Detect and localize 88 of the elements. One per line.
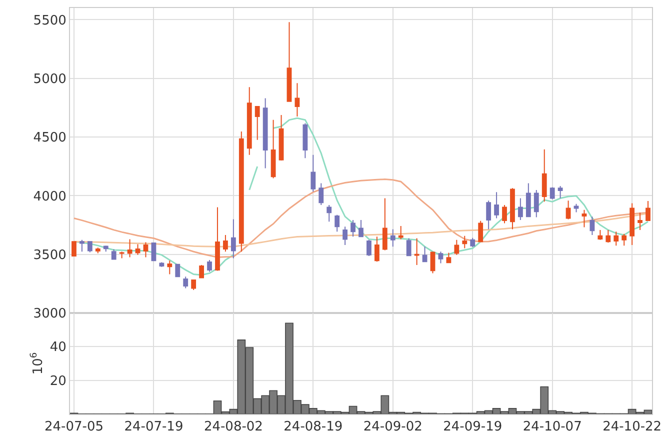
candlestick: [518, 198, 523, 220]
candlestick: [334, 214, 340, 232]
candlestick: [534, 189, 539, 218]
candlestick: [598, 229, 603, 240]
y-tick-label: 40: [50, 340, 66, 356]
candlestick: [246, 86, 252, 156]
candlestick: [454, 239, 460, 256]
candlestick: [462, 235, 468, 249]
candlestick: [183, 276, 188, 289]
candlestick: [630, 202, 635, 246]
x-tick-label: 24-07-19: [124, 420, 184, 435]
candlestick: [414, 238, 420, 266]
candlestick: [350, 219, 356, 238]
candlestick: [72, 240, 76, 256]
candlestick: [406, 238, 412, 256]
candlestick: [318, 182, 324, 206]
y-tick-label: 4500: [33, 130, 66, 146]
x-tick-label: 24-10-22: [602, 420, 662, 435]
candlestick: [270, 119, 276, 179]
y-tick-label: 5500: [33, 13, 66, 28]
candlestick: [111, 248, 116, 260]
candlestick: [207, 259, 212, 272]
candlestick: [374, 236, 380, 262]
x-tick-label: 24-08-02: [204, 420, 263, 435]
candlestick: [590, 216, 595, 236]
candlestick: [167, 260, 172, 275]
candlestick: [430, 251, 436, 274]
candlestick: [302, 122, 308, 159]
candlestick: [191, 280, 196, 291]
candlestick: [606, 229, 611, 244]
candlestick: [87, 240, 92, 253]
candlestick: [103, 245, 108, 252]
candlestick: [135, 244, 140, 256]
candlestick: [438, 251, 444, 264]
x-tick-label: 24-09-02: [363, 420, 422, 435]
candlestick: [326, 204, 332, 222]
candlestick: [286, 22, 292, 102]
candlestick: [310, 154, 316, 192]
candlestick: [502, 204, 507, 224]
candlestick: [215, 206, 220, 272]
candlestick: [614, 231, 619, 246]
candlestick: [278, 114, 284, 161]
candlestick: [646, 200, 650, 222]
candlestick: [127, 238, 132, 258]
y-tick-label: 20: [50, 374, 66, 389]
x-tick-label: 24-07-05: [44, 420, 104, 435]
candlestick: [486, 200, 492, 230]
candlestick: [550, 186, 555, 200]
candlestick: [294, 82, 300, 118]
candlestick: [80, 239, 84, 252]
candlestick: [95, 247, 100, 254]
candlestick: [159, 262, 164, 268]
candlestick: [494, 192, 499, 219]
candlestick: [582, 209, 587, 228]
candlestick: [566, 200, 571, 220]
candlestick: [622, 233, 627, 246]
candlestick: [151, 242, 156, 262]
candlestick: [254, 105, 260, 140]
y-tick-label: 3000: [33, 306, 66, 322]
candlestick: [230, 218, 236, 259]
candlestick: [199, 264, 204, 279]
candlestick: [478, 220, 484, 242]
y-tick-label: 4000: [33, 189, 66, 204]
candlestick: [382, 198, 388, 251]
candlestick: [422, 246, 428, 262]
candlestick: [223, 234, 228, 252]
candlestick: [238, 131, 244, 252]
x-tick-label: 24-10-07: [522, 420, 582, 435]
candlestick: [398, 225, 404, 240]
candlestick: [175, 263, 180, 278]
y-tick-label: 3500: [33, 248, 66, 263]
candlestick: [342, 226, 348, 246]
candlestick: [470, 237, 476, 248]
candlestick: [558, 185, 563, 199]
candlestick: [366, 239, 372, 256]
candlestick: [390, 228, 396, 248]
candlestick: [526, 182, 531, 218]
candlestick: [510, 188, 515, 230]
candlestick: [358, 219, 364, 238]
candlestick: [638, 212, 642, 230]
y-tick-label: 5000: [33, 72, 66, 87]
candlestick: [262, 98, 268, 169]
candlestick: [542, 148, 547, 202]
x-tick-label: 24-09-19: [443, 420, 502, 435]
x-tick-label: 24-08-19: [284, 420, 343, 435]
candlestick: [143, 242, 148, 258]
candlestick: [119, 251, 124, 259]
candlestick: [446, 252, 452, 264]
